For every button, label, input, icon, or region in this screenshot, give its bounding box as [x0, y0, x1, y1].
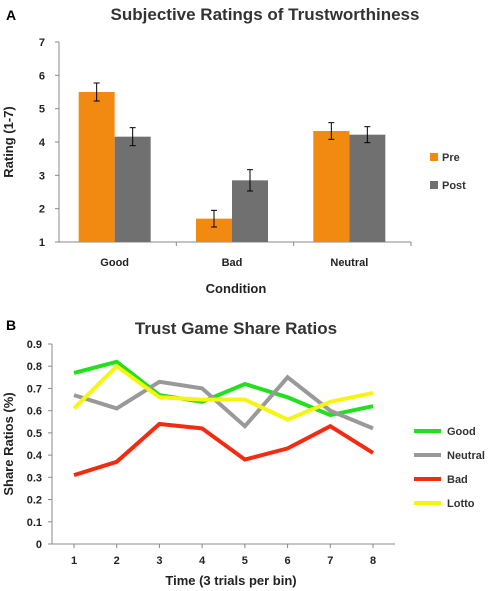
y-tick-label: 2: [39, 204, 45, 216]
legend-label: Lotto: [447, 498, 475, 510]
y-tick-label: 0.8: [27, 361, 42, 373]
legend-label: Good: [447, 426, 476, 438]
chart-a-title: Subjective Ratings of Trustworthiness: [111, 5, 420, 24]
legend-label: Neutral: [447, 450, 485, 462]
chart-b-ylabel: Share Ratios (%): [1, 392, 16, 495]
y-tick-label: 3: [39, 170, 45, 182]
bar: [114, 136, 151, 242]
x-tick-label: 1: [71, 555, 77, 567]
x-tick-label: Neutral: [330, 257, 368, 269]
bar: [196, 218, 232, 242]
y-tick-label: 0.7: [27, 383, 42, 395]
chart-b-legend: Good Neutral Bad Lotto: [414, 426, 485, 510]
x-tick-label: 3: [156, 555, 162, 567]
chart-a-xlabel: Condition: [206, 281, 267, 296]
x-tick-label: 5: [242, 555, 248, 567]
chart-a-legend: Pre Post: [430, 152, 466, 192]
chart-a-bars: [78, 82, 386, 242]
legend-swatch: [430, 153, 438, 161]
bar: [78, 92, 115, 242]
series-line: [73, 421, 375, 478]
bar: [313, 131, 350, 242]
series-line: [73, 359, 374, 418]
chart-a-x-ticks: Good Bad Neutral: [100, 242, 412, 269]
x-tick-label: 8: [370, 555, 376, 567]
x-tick-label: 7: [327, 555, 333, 567]
y-tick-label: 0.6: [27, 406, 42, 418]
chart-b-lines: [72, 359, 375, 478]
y-tick-label: 0.9: [27, 339, 42, 351]
y-tick-label: 4: [39, 137, 46, 149]
chart-a-ylabel: Rating (1-7): [1, 106, 16, 178]
panel-label-b: B: [6, 317, 16, 333]
bar: [349, 134, 386, 242]
y-tick-label: 0.5: [27, 428, 42, 440]
chart-a: A Subjective Ratings of Trustworthiness …: [1, 5, 466, 296]
y-tick-label: 1: [39, 237, 45, 249]
chart-a-y-ticks: 1 2 3 4 5 6 7: [39, 37, 59, 249]
legend-swatch: [430, 181, 438, 189]
series-line: [72, 363, 374, 422]
legend-label: Pre: [442, 152, 460, 164]
y-tick-label: 0.2: [27, 495, 42, 507]
y-tick-label: 0.3: [27, 472, 42, 484]
y-tick-label: 0.4: [27, 450, 43, 462]
y-tick-label: 6: [39, 70, 45, 82]
chart-b-x-ticks: 1 2 3 4 5 6 7 8: [71, 544, 376, 567]
panel-label-a: A: [6, 7, 16, 23]
x-tick-label: Bad: [222, 257, 243, 269]
x-tick-label: 6: [285, 555, 291, 567]
x-tick-label: 2: [114, 555, 120, 567]
chart-b-y-ticks: 0 0.1 0.2 0.3 0.4 0.5 0.6 0.7 0.8 0.9: [27, 339, 52, 551]
chart-b-title: Trust Game Share Ratios: [135, 319, 337, 338]
y-tick-label: 0.1: [27, 517, 42, 529]
chart-b-xlabel: Time (3 trials per bin): [165, 573, 296, 588]
x-tick-label: Good: [100, 257, 129, 269]
legend-label: Post: [442, 180, 466, 192]
y-tick-label: 0: [36, 539, 42, 551]
x-tick-label: 4: [199, 555, 206, 567]
y-tick-label: 5: [39, 104, 45, 116]
chart-b: B Trust Game Share Ratios Share Ratios (…: [1, 317, 485, 588]
y-tick-label: 7: [39, 37, 45, 49]
legend-label: Bad: [447, 474, 468, 486]
